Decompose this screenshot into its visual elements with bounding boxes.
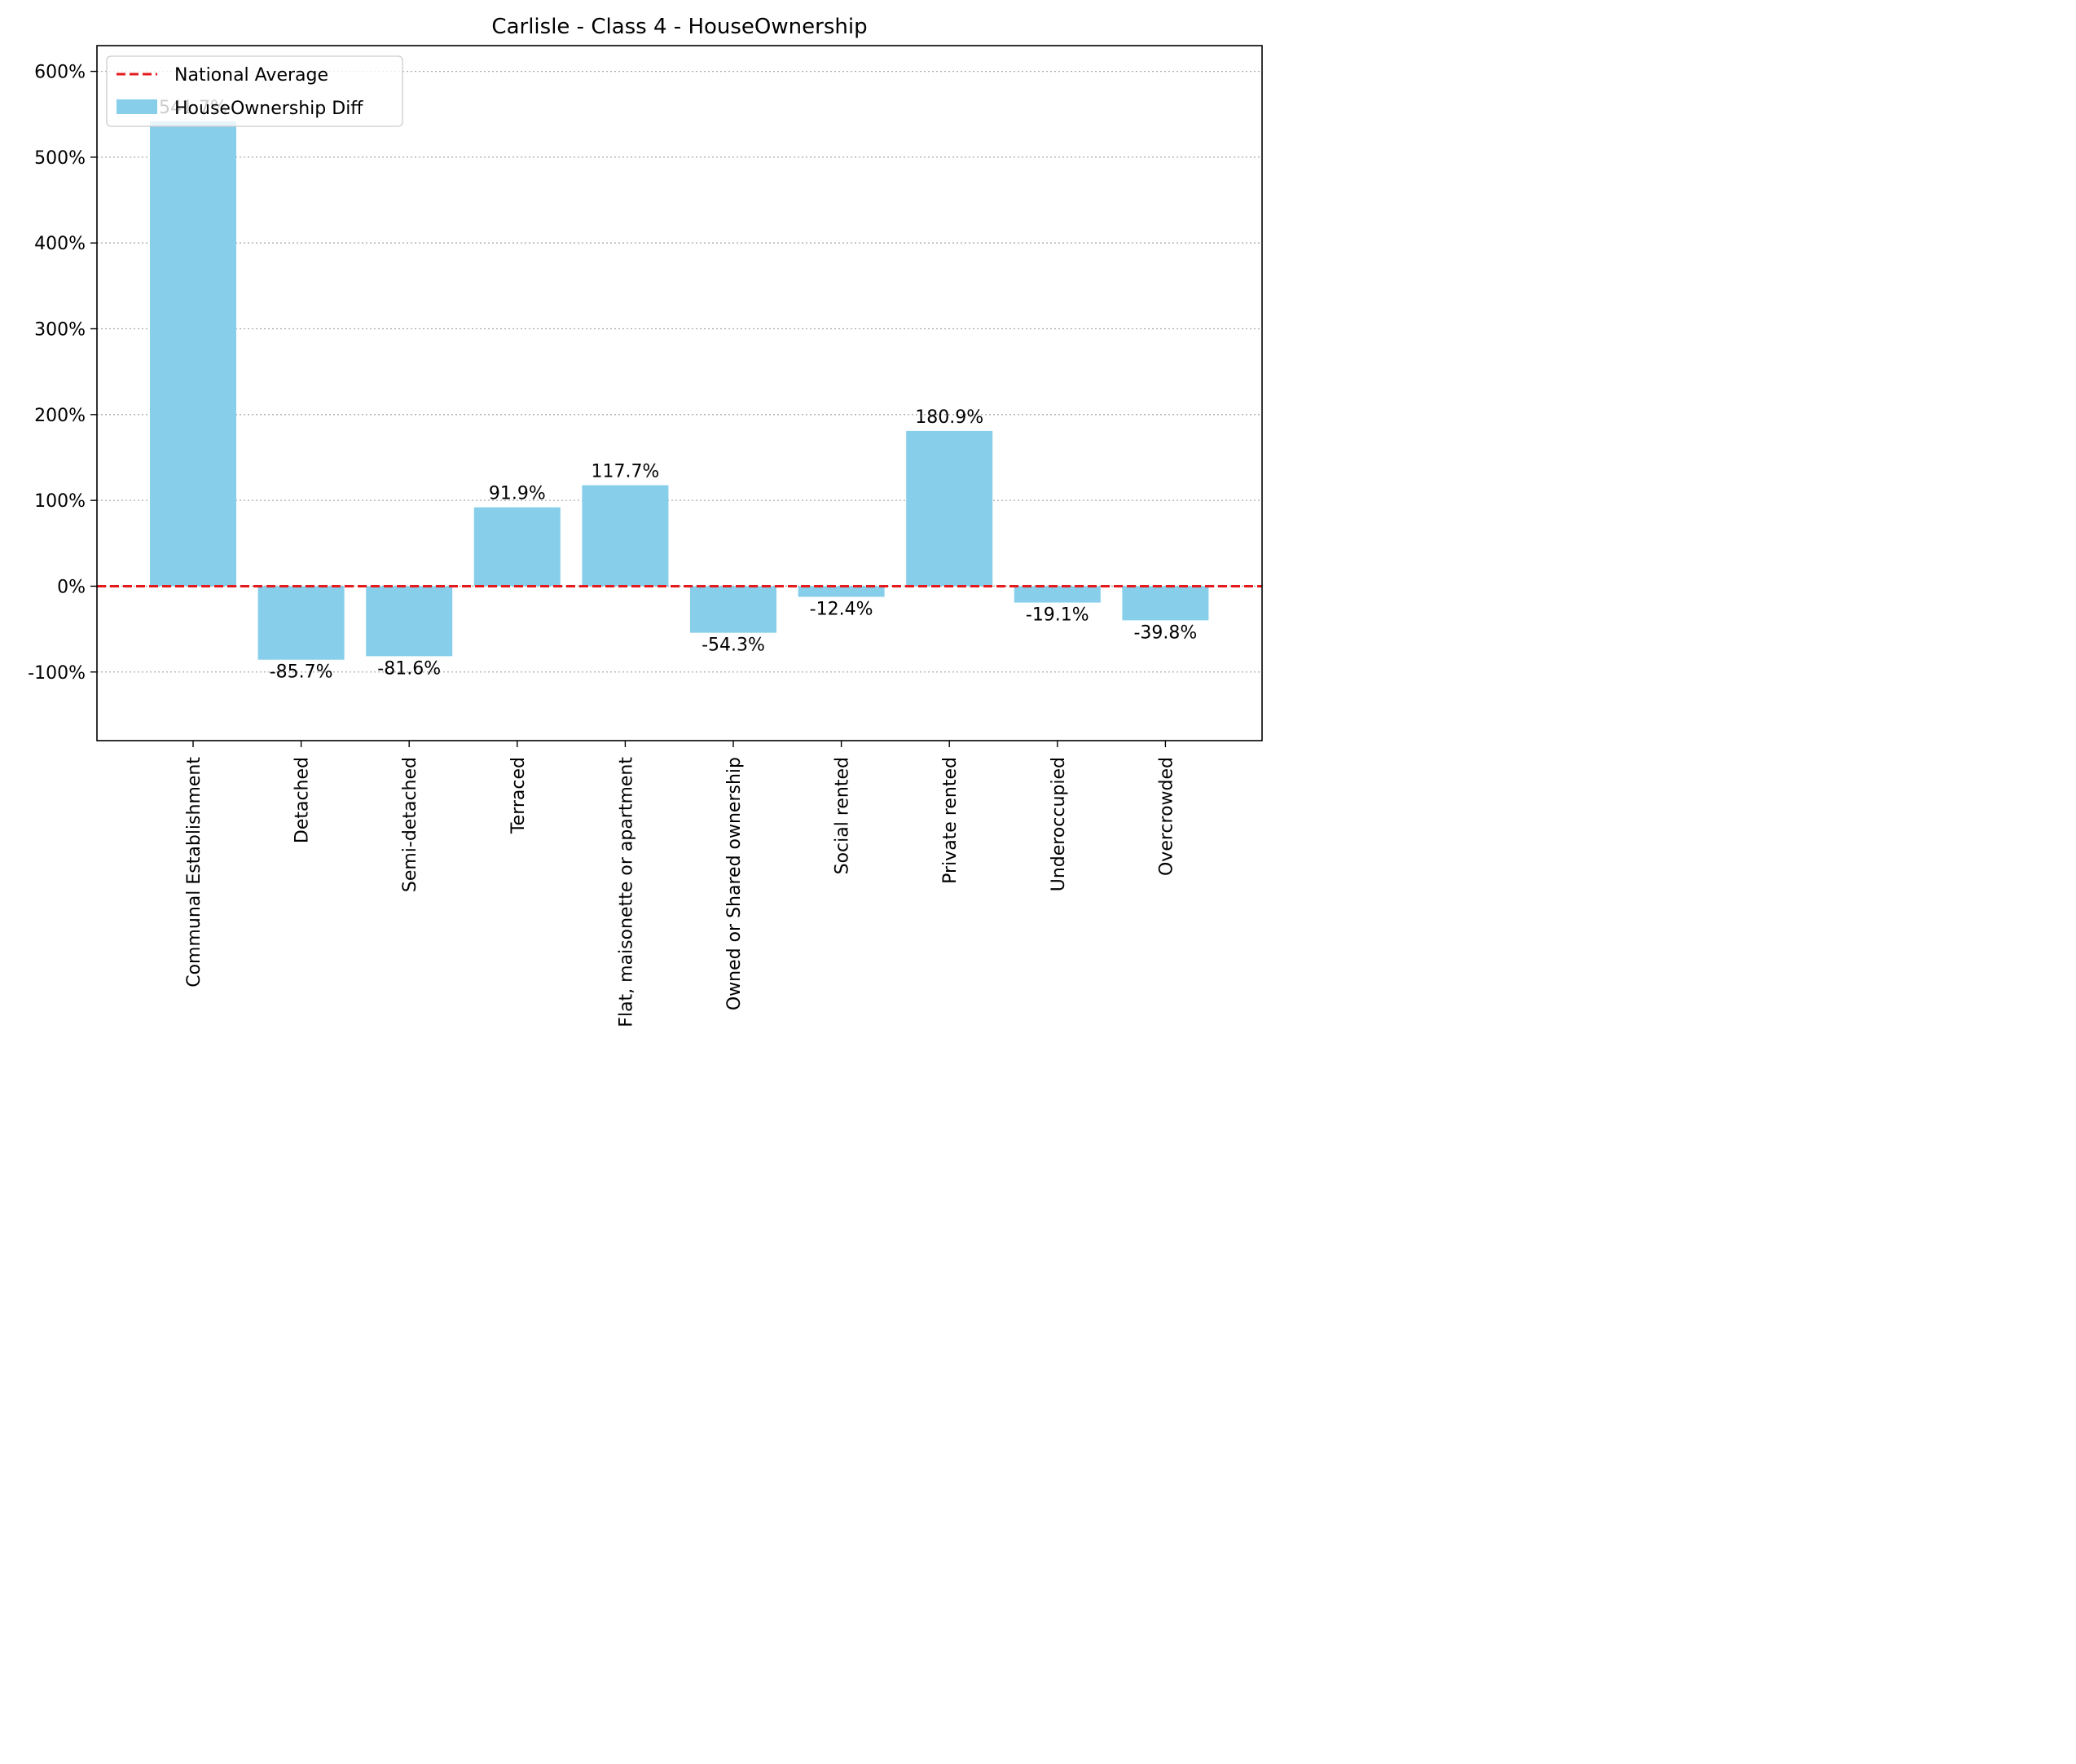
legend-swatch-bar	[117, 99, 157, 114]
chart-root: 541.7%-85.7%-81.6%91.9%117.7%-54.3%-12.4…	[0, 0, 1278, 1085]
bar	[1122, 586, 1209, 621]
x-axis: Communal Establishment Detached Semi-detac…	[184, 741, 1177, 1027]
y-tick-label: 0%	[57, 577, 86, 597]
y-tick-label: 100%	[34, 491, 86, 512]
bar	[582, 485, 669, 587]
y-axis: -100% 0% 100% 200% 300% 400% 500% 600%	[28, 63, 97, 684]
x-tick-label: Social rented	[833, 757, 853, 874]
data-label: 91.9%	[489, 484, 546, 504]
x-tick-label: Communal Establishment	[184, 757, 205, 988]
data-label: -81.6%	[377, 658, 441, 679]
x-tick-label: Overcrowded	[1156, 757, 1177, 876]
legend: National Average HouseOwnership Diff	[106, 55, 403, 127]
data-label: -39.8%	[1133, 622, 1197, 643]
data-label: -19.1%	[1026, 605, 1089, 626]
data-label: 180.9%	[915, 407, 983, 428]
x-tick-label: Detached	[292, 757, 313, 843]
bar	[366, 586, 453, 657]
x-tick-label: Owned or Shared ownership	[724, 757, 745, 1010]
data-labels: 541.7%-85.7%-81.6%91.9%117.7%-54.3%-12.4…	[159, 98, 1197, 683]
x-tick-label: Terraced	[508, 757, 529, 834]
y-tick-label: 500%	[34, 148, 86, 169]
y-tick-label: 600%	[34, 63, 86, 83]
data-label: -85.7%	[270, 662, 333, 683]
y-tick-label: 400%	[34, 234, 86, 254]
x-tick-label: Underoccupied	[1049, 757, 1069, 891]
bar	[257, 586, 345, 660]
bars	[150, 121, 1209, 660]
chart-title: Carlisle - Class 4 - HouseOwnership	[491, 15, 867, 39]
data-label: -54.3%	[702, 636, 765, 656]
bar	[473, 507, 561, 587]
legend-label-national-average: National Average	[174, 65, 328, 86]
plot-frame	[96, 45, 1263, 741]
gridlines	[97, 70, 1262, 673]
bar	[798, 586, 885, 597]
y-tick-label: -100%	[28, 663, 86, 684]
data-label: -12.4%	[810, 600, 873, 620]
x-tick-label: Flat, maisonette or apartment	[616, 757, 636, 1027]
x-tick-label: Private rented	[940, 757, 961, 884]
legend-label-series: HouseOwnership Diff	[174, 99, 363, 119]
bar	[1014, 586, 1101, 603]
bar-chart: 541.7%-85.7%-81.6%91.9%117.7%-54.3%-12.4…	[28, 15, 1263, 1027]
y-tick-label: 200%	[34, 406, 86, 426]
y-tick-label: 300%	[34, 320, 86, 341]
bar	[150, 121, 236, 587]
bar	[906, 430, 993, 587]
data-label: 117.7%	[591, 461, 659, 482]
legend-box	[106, 55, 403, 127]
x-tick-label: Semi-detached	[400, 757, 420, 892]
bar	[690, 586, 776, 633]
